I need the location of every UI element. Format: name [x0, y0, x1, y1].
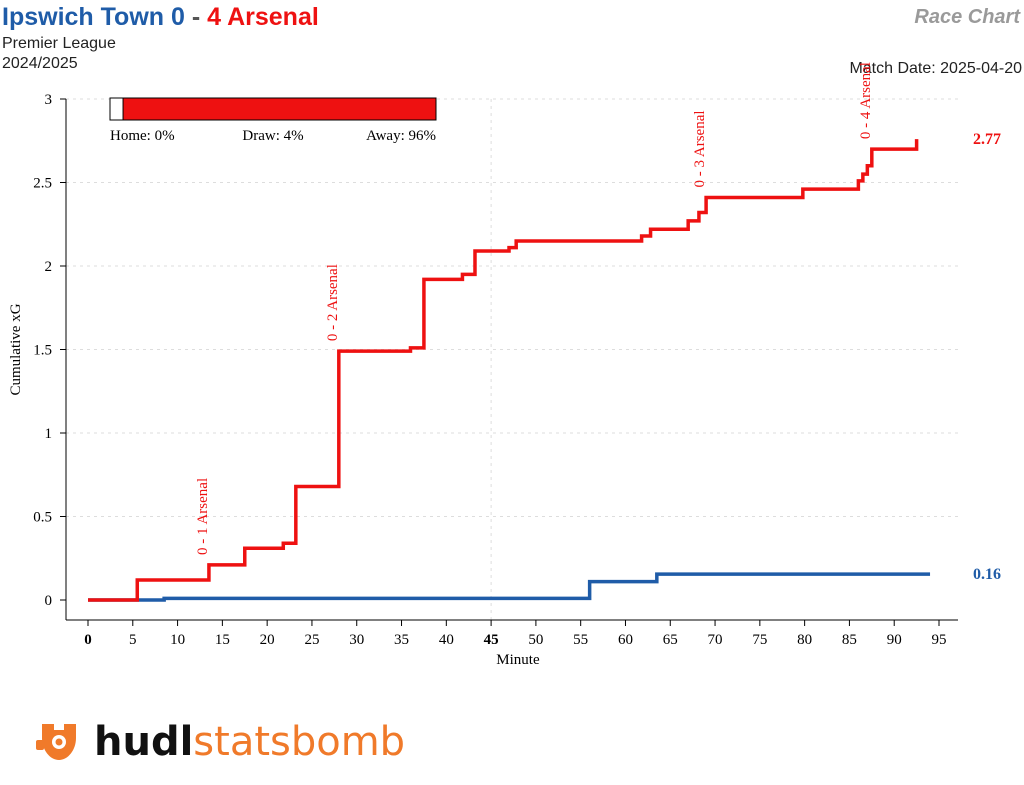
y-tick-label: 1.5	[33, 343, 52, 359]
goal-annotation: 0 - 4 Arsenal	[858, 62, 874, 139]
x-tick-label: 15	[215, 632, 230, 648]
x-tick-label: 95	[932, 632, 947, 648]
x-tick-label: 40	[439, 632, 454, 648]
logo-wordmark: hudlstatsbomb	[94, 712, 405, 772]
away-score: 4	[207, 3, 222, 31]
win-prob-home-label: Home: 0%	[110, 128, 175, 144]
goal-annotation: 0 - 1 Arsenal	[195, 478, 211, 555]
x-tick-label: 60	[618, 632, 633, 648]
x-tick-label: 65	[663, 632, 678, 648]
grid-lines	[66, 98, 958, 620]
x-tick-label: 90	[887, 632, 902, 648]
series-lines	[88, 139, 931, 602]
y-tick-label: 2	[45, 259, 53, 275]
series-line-ipswich-town	[88, 572, 931, 602]
x-tick-label: 55	[573, 632, 588, 648]
win-prob-draw-label: Draw: 4%	[242, 128, 303, 144]
win-prob-frame	[109, 97, 437, 121]
goal-annotations: 0 - 1 Arsenal 0 - 2 Arsenal 0 - 3 Arsenal 0…	[195, 62, 874, 555]
match-header: Ipswich Town 0 - 4 Arsenal Premier Leagu…	[2, 0, 319, 74]
x-tick-label: 25	[304, 632, 319, 648]
final-value-labels: 0.16 2.77	[973, 131, 1001, 583]
x-tick-label: 50	[528, 632, 543, 648]
x-tick-label: 20	[260, 632, 275, 648]
hudl-statsbomb-logo: hudlstatsbomb	[34, 712, 405, 772]
series-line-arsenal	[88, 139, 919, 602]
win-prob-away-label: Away: 96%	[366, 128, 436, 144]
season-label: 2024/2025	[2, 55, 78, 72]
race-chart: 0 5 10 15 20 25 30 35 40 45 50 55 60 65 70 75 80 85 90 95 0…	[8, 62, 1001, 668]
x-tick-label: 80	[797, 632, 812, 648]
x-tick-label: 35	[394, 632, 409, 648]
y-tick-label: 1	[45, 426, 53, 442]
win-prob-away-segment	[122, 97, 437, 121]
competition-name: Premier League	[2, 35, 116, 52]
x-axis-label: Minute	[496, 652, 540, 668]
x-tick-label: 45	[484, 632, 499, 648]
final-xg-label: 0.16	[973, 566, 1001, 583]
x-tick-label: 30	[349, 632, 364, 648]
x-tick-label: 5	[129, 632, 137, 648]
y-tick-label: 0.5	[33, 510, 52, 526]
x-tick-label: 75	[752, 632, 767, 648]
chart-type-title: Race Chart	[914, 6, 1020, 28]
win-prob-draw-segment	[110, 98, 124, 120]
goal-annotation: 0 - 2 Arsenal	[325, 264, 341, 341]
x-tick-label: 0	[84, 632, 92, 648]
y-axis-ticks: 0 0.5 1 1.5 2 2.5 3	[33, 92, 66, 609]
goal-annotation: 0 - 3 Arsenal	[692, 110, 708, 187]
x-axis-ticks: 0 5 10 15 20 25 30 35 40 45 50 55 60 65 70 75 80 85 90 95	[84, 620, 947, 648]
x-tick-label: 70	[708, 632, 723, 648]
hudl-statsbomb-logo-icon	[36, 724, 76, 760]
y-axis-label: Cumulative xG	[8, 303, 24, 395]
away-team-name: Arsenal	[227, 3, 319, 31]
score-separator: -	[191, 3, 201, 31]
home-score: 0	[171, 3, 185, 31]
home-team-name: Ipswich Town	[2, 3, 165, 31]
x-tick-label: 85	[842, 632, 857, 648]
win-probability-bar: Home: 0% Draw: 4% Away: 96%	[109, 97, 437, 144]
axes	[65, 99, 958, 621]
match-title: Ipswich Town 0 - 4 Arsenal	[2, 0, 319, 34]
y-tick-label: 3	[45, 92, 53, 108]
match-date: Match Date: 2025-04-20	[849, 60, 1022, 77]
final-xg-label: 2.77	[973, 131, 1001, 148]
y-tick-label: 2.5	[33, 176, 52, 192]
x-tick-label: 10	[170, 632, 185, 648]
logo-word-hudl: hudl	[94, 719, 194, 765]
logo-word-statsbomb: statsbomb	[193, 719, 406, 765]
y-tick-label: 0	[45, 593, 53, 609]
